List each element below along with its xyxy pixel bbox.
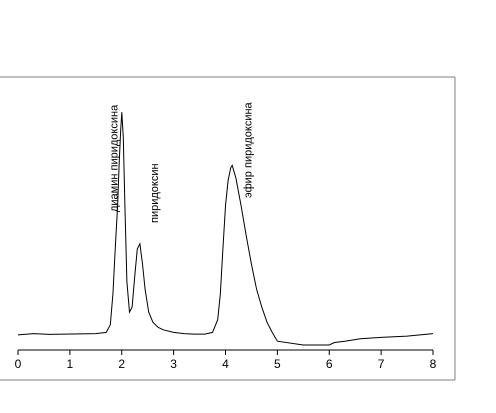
x-tick-label: 8 [430,357,437,371]
peak-annotation-label: пиридоксин [149,163,161,223]
x-tick-label: 1 [67,357,74,371]
x-tick-label: 7 [378,357,385,371]
chromatogram-series-line [17,112,434,346]
x-tick-label: 6 [326,357,333,371]
peak-annotations: диамин пиридоксина пиридоксин эфир пиридок… [109,101,255,223]
peak-annotation-label: диамин пиридоксина [109,104,121,212]
x-tick-label: 5 [274,357,281,371]
x-tick-label: 3 [170,357,177,371]
x-axis-ticks [17,350,434,355]
x-tick-label: 4 [222,357,229,371]
peak-annotation-label: эфир пиридоксина [242,101,254,198]
x-axis-tick-labels: 0 1 2 3 4 5 6 7 8 [15,357,437,371]
x-tick-label: 2 [118,357,125,371]
x-tick-label: 0 [15,357,22,371]
